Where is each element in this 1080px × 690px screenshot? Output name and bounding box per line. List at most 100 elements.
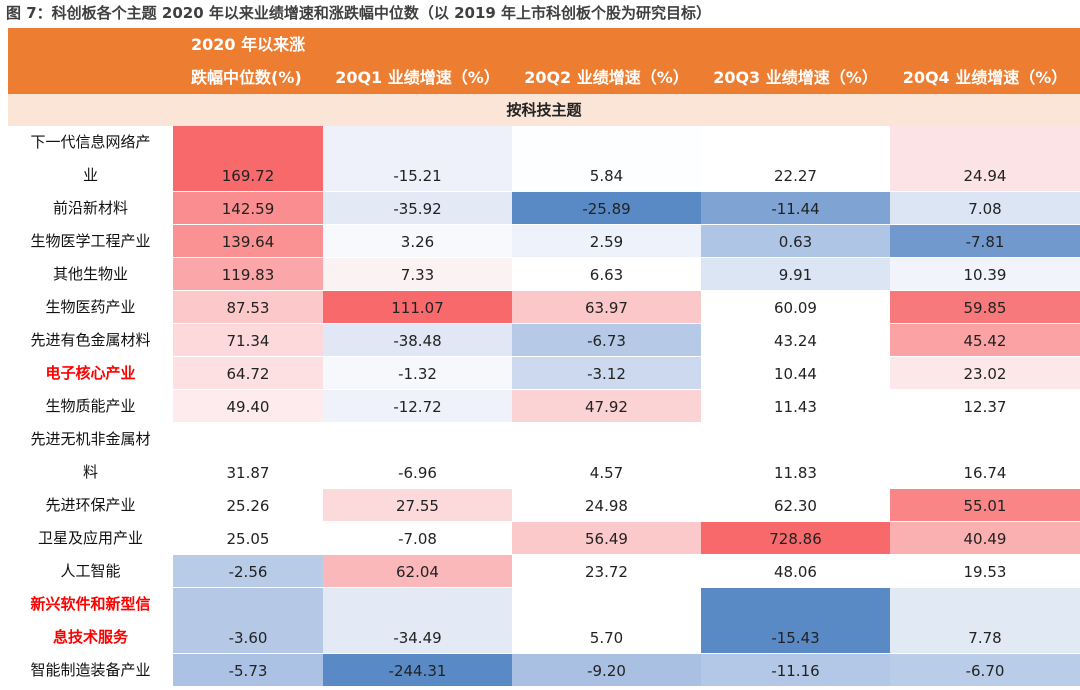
theme-name: 前沿新材料 xyxy=(52,198,128,217)
q3-growth-cell: -15.43 xyxy=(701,588,890,653)
theme-name: 电子核心产业 xyxy=(45,363,136,382)
q1-growth-cell: -34.49 xyxy=(323,588,512,653)
q1-growth-cell: -7.08 xyxy=(323,522,512,554)
q4-growth-cell: 10.39 xyxy=(890,258,1080,290)
q1-growth-cell: 27.55 xyxy=(323,489,512,521)
header-20q4: 20Q4 业绩增速（%） xyxy=(902,68,1068,87)
q4-growth-cell: 7.08 xyxy=(890,192,1080,224)
q1-growth-cell: 3.26 xyxy=(323,225,512,257)
table-row: 先进无机非金属材料 31.87 -6.96 4.57 11.83 16.74 xyxy=(8,423,1080,489)
q2-growth-cell: -25.89 xyxy=(512,192,701,224)
q1-growth-cell: -15.21 xyxy=(323,126,512,191)
q1-growth-cell: -6.96 xyxy=(323,423,512,488)
change-median-cell: 142.59 xyxy=(173,192,323,224)
theme-name: 其他生物业 xyxy=(52,264,128,283)
q4-growth-cell: 45.42 xyxy=(890,324,1080,356)
q4-growth-cell: 59.85 xyxy=(890,291,1080,323)
header-change-line2: 跌幅中位数(%) xyxy=(191,68,302,87)
q3-growth-cell: 60.09 xyxy=(701,291,890,323)
table-row: 电子核心产业 64.72 -1.32 -3.12 10.44 23.02 xyxy=(8,357,1080,390)
q3-growth-cell: 10.44 xyxy=(701,357,890,389)
table-row: 先进有色金属材料 71.34 -38.48 -6.73 43.24 45.42 xyxy=(8,324,1080,357)
q4-growth-cell: 24.94 xyxy=(890,126,1080,191)
change-median-cell: 87.53 xyxy=(173,291,323,323)
change-median-cell: 139.64 xyxy=(173,225,323,257)
change-median-cell: -2.56 xyxy=(173,555,323,587)
table-row: 先进环保产业 25.26 27.55 24.98 62.30 55.01 xyxy=(8,489,1080,522)
q3-growth-cell: 0.63 xyxy=(701,225,890,257)
q2-growth-cell: -9.20 xyxy=(512,654,701,686)
q4-growth-cell: 16.74 xyxy=(890,423,1080,488)
q2-growth-cell: 4.57 xyxy=(512,423,701,488)
q3-growth-cell: 728.86 xyxy=(701,522,890,554)
q3-growth-cell: 22.27 xyxy=(701,126,890,191)
q3-growth-cell: 48.06 xyxy=(701,555,890,587)
q4-growth-cell: 23.02 xyxy=(890,357,1080,389)
q4-growth-cell: -7.81 xyxy=(890,225,1080,257)
change-median-cell: 25.26 xyxy=(173,489,323,521)
header-change-median: 2020 年以来涨 跌幅中位数(%) xyxy=(173,28,323,94)
header-blank-cell xyxy=(8,28,173,94)
q3-growth-cell: -11.44 xyxy=(701,192,890,224)
q4-growth-cell: -6.70 xyxy=(890,654,1080,686)
theme-name: 智能制造装备产业 xyxy=(30,660,151,679)
change-median-cell: 169.72 xyxy=(173,126,323,191)
table-header: 2020 年以来涨 跌幅中位数(%) 20Q1 业绩增速（%） 20Q2 业绩增… xyxy=(8,28,1080,94)
table-row: 生物质能产业 49.40 -12.72 47.92 11.43 12.37 xyxy=(8,390,1080,423)
theme-name: 先进有色金属材料 xyxy=(30,330,151,349)
change-median-cell: 49.40 xyxy=(173,390,323,422)
q1-growth-cell: -12.72 xyxy=(323,390,512,422)
q4-growth-cell: 7.78 xyxy=(890,588,1080,653)
table-row: 卫星及应用产业 25.05 -7.08 56.49 728.86 40.49 xyxy=(8,522,1080,555)
theme-name: 先进环保产业 xyxy=(45,495,136,514)
change-median-cell: 64.72 xyxy=(173,357,323,389)
q3-growth-cell: 11.43 xyxy=(701,390,890,422)
q2-growth-cell: 5.70 xyxy=(512,588,701,653)
theme-name: 下一代信息网络产业 xyxy=(30,132,151,184)
table-body: 下一代信息网络产业 169.72 -15.21 5.84 22.27 24.94 前沿新材料… xyxy=(8,126,1080,687)
q2-growth-cell: 2.59 xyxy=(512,225,701,257)
q4-growth-cell: 55.01 xyxy=(890,489,1080,521)
theme-name: 生物医学工程产业 xyxy=(30,231,151,250)
q2-growth-cell: 6.63 xyxy=(512,258,701,290)
table-row: 生物医学工程产业 139.64 3.26 2.59 0.63 -7.81 xyxy=(8,225,1080,258)
theme-name: 生物医药产业 xyxy=(45,297,136,316)
change-median-cell: 25.05 xyxy=(173,522,323,554)
q2-growth-cell: 47.92 xyxy=(512,390,701,422)
q3-growth-cell: 11.83 xyxy=(701,423,890,488)
figure-caption: 图 7：科创板各个主题 2020 年以来业绩增速和涨跌幅中位数（以 2019 年… xyxy=(6,4,712,22)
q3-growth-cell: 9.91 xyxy=(701,258,890,290)
change-median-cell: 31.87 xyxy=(173,423,323,488)
theme-name: 先进无机非金属材料 xyxy=(30,429,151,481)
q4-growth-cell: 12.37 xyxy=(890,390,1080,422)
q1-growth-cell: 62.04 xyxy=(323,555,512,587)
table-row: 生物医药产业 87.53 111.07 63.97 60.09 59.85 xyxy=(8,291,1080,324)
table-row: 前沿新材料 142.59 -35.92 -25.89 -11.44 7.08 xyxy=(8,192,1080,225)
theme-name: 人工智能 xyxy=(60,561,121,580)
q2-growth-cell: 63.97 xyxy=(512,291,701,323)
theme-name: 新兴软件和新型信 息技术服务 xyxy=(30,594,151,646)
table-row: 新兴软件和新型信 息技术服务 -3.60 -34.49 5.70 -15.43 7.78 xyxy=(8,588,1080,654)
change-median-cell: -5.73 xyxy=(173,654,323,686)
theme-name: 卫星及应用产业 xyxy=(37,528,143,547)
header-20q3: 20Q3 业绩增速（%） xyxy=(713,68,878,87)
change-median-cell: -3.60 xyxy=(173,588,323,653)
q2-growth-cell: -6.73 xyxy=(512,324,701,356)
table-row: 智能制造装备产业 -5.73 -244.31 -9.20 -11.16 -6.70 xyxy=(8,654,1080,687)
q2-growth-cell: 56.49 xyxy=(512,522,701,554)
q2-growth-cell: 24.98 xyxy=(512,489,701,521)
q4-growth-cell: 19.53 xyxy=(890,555,1080,587)
table-row: 其他生物业 119.83 7.33 6.63 9.91 10.39 xyxy=(8,258,1080,291)
theme-performance-table: 2020 年以来涨 跌幅中位数(%) 20Q1 业绩增速（%） 20Q2 业绩增… xyxy=(8,28,1080,687)
q4-growth-cell: 40.49 xyxy=(890,522,1080,554)
q2-growth-cell: 23.72 xyxy=(512,555,701,587)
q2-growth-cell: -3.12 xyxy=(512,357,701,389)
q1-growth-cell: 111.07 xyxy=(323,291,512,323)
q1-growth-cell: -244.31 xyxy=(323,654,512,686)
header-20q1: 20Q1 业绩增速（%） xyxy=(335,68,500,87)
change-median-cell: 119.83 xyxy=(173,258,323,290)
q3-growth-cell: 43.24 xyxy=(701,324,890,356)
change-median-cell: 71.34 xyxy=(173,324,323,356)
theme-name: 生物质能产业 xyxy=(45,396,136,415)
q2-growth-cell: 5.84 xyxy=(512,126,701,191)
